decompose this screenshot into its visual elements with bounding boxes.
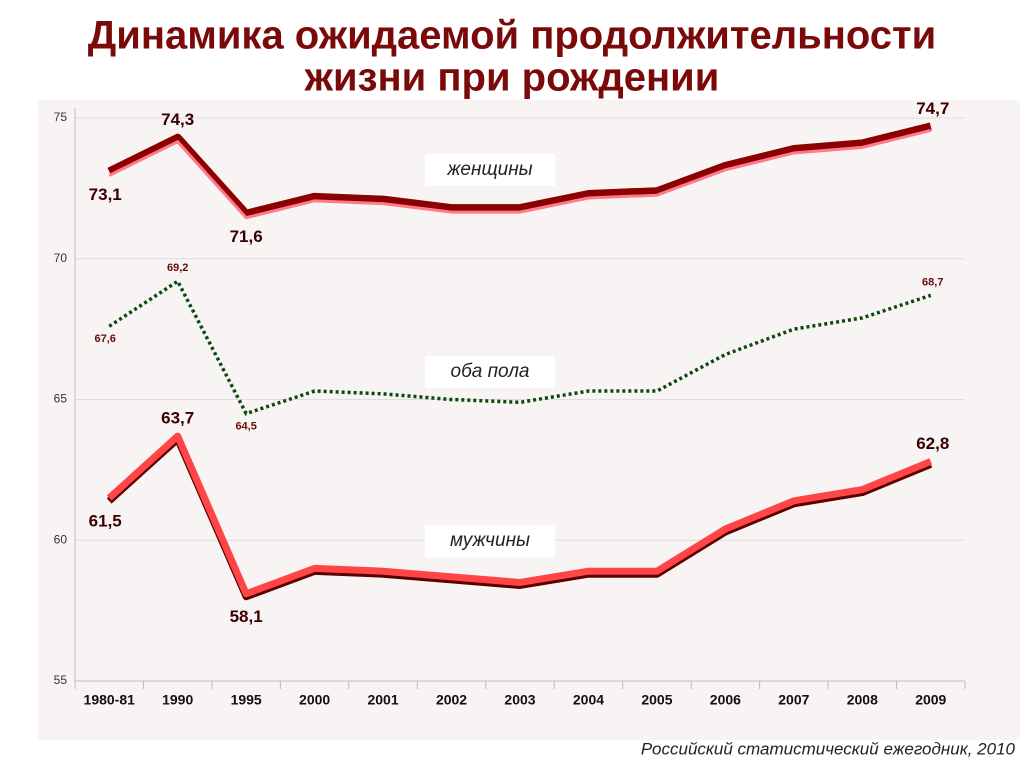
x-tick-label: 2009 xyxy=(915,692,946,708)
series-name-box xyxy=(425,356,555,388)
value-label: 73,1 xyxy=(89,185,122,204)
y-tick-label: 55 xyxy=(54,673,68,687)
value-label: 62,8 xyxy=(916,434,949,453)
x-tick-label: 2001 xyxy=(367,692,398,708)
series-highlight xyxy=(108,128,932,220)
series-name-box xyxy=(425,525,555,557)
x-tick-label: 1980-81 xyxy=(84,692,136,708)
x-tick-label: 2002 xyxy=(436,692,467,708)
value-label: 61,5 xyxy=(89,512,122,531)
y-tick-label: 75 xyxy=(54,110,68,124)
value-label: 68,7 xyxy=(922,276,943,288)
y-tick-label: 60 xyxy=(54,532,68,546)
series-name-box xyxy=(425,154,555,186)
value-label: 69,2 xyxy=(167,262,188,274)
y-tick-label: 65 xyxy=(54,392,68,406)
x-tick-label: 2003 xyxy=(504,692,535,708)
series-line xyxy=(106,432,933,598)
x-tick-label: 2004 xyxy=(573,692,604,708)
x-tick-label: 2007 xyxy=(778,692,809,708)
value-label: 71,6 xyxy=(230,227,263,246)
x-tick-label: 1995 xyxy=(231,692,262,708)
source: Российский статистический ежегодник, 201… xyxy=(641,739,1016,758)
series-name: женщины xyxy=(446,159,532,180)
x-tick-label: 2006 xyxy=(710,692,741,708)
series-name: оба пола xyxy=(451,361,530,382)
value-label: 64,5 xyxy=(235,420,256,432)
x-tick-label: 2005 xyxy=(641,692,672,708)
x-tick-label: 1990 xyxy=(162,692,193,708)
chart-title: жизни при рождении xyxy=(304,56,720,100)
value-label: 67,6 xyxy=(95,333,116,345)
series-line xyxy=(107,122,932,218)
series-line xyxy=(108,278,932,416)
series-name: мужчины xyxy=(450,530,530,551)
value-label: 58,1 xyxy=(230,607,263,626)
y-tick-label: 70 xyxy=(54,251,68,265)
chart-title: Динамика ожидаемой продолжительности xyxy=(88,14,936,58)
value-label: 74,3 xyxy=(161,110,194,129)
value-label: 63,7 xyxy=(161,409,194,428)
value-label: 74,7 xyxy=(916,99,949,118)
x-tick-label: 2000 xyxy=(299,692,330,708)
x-tick-label: 2008 xyxy=(847,692,878,708)
